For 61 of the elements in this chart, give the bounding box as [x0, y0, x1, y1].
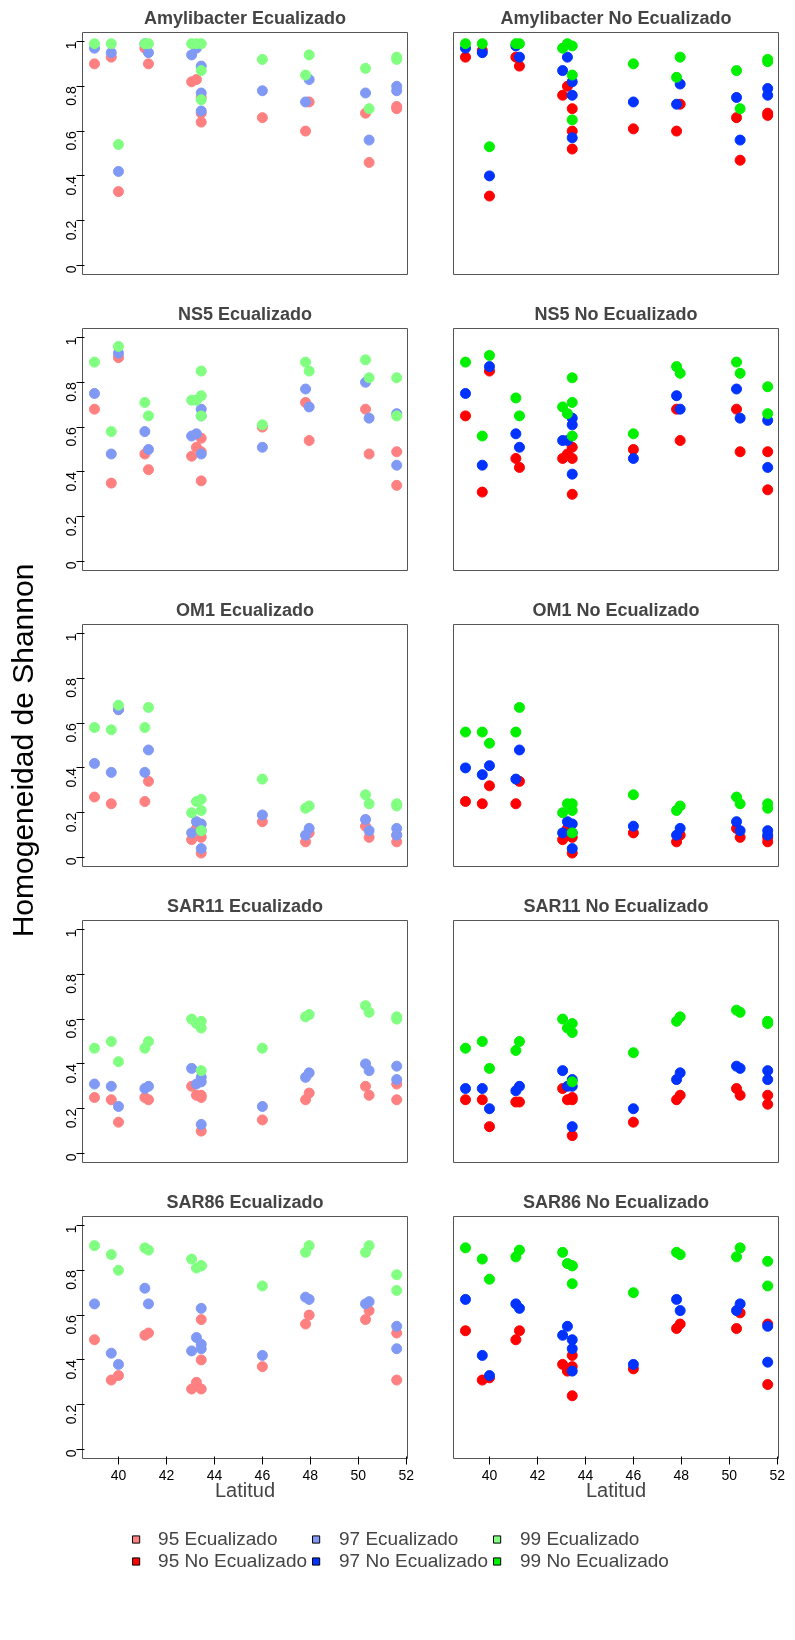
legend-label: 97 No Ecualizado [339, 1550, 488, 1572]
chart-title: NS5 No Ecualizado [534, 303, 698, 324]
y-tick-label: 1 [63, 337, 80, 346]
y-tick-label: 0.2 [63, 220, 80, 241]
y-tick-label: 0.6 [63, 426, 80, 447]
y-tick-label: 0.2 [63, 516, 80, 537]
x-tick-label: 40 [481, 1466, 498, 1483]
x-tick-label: 50 [350, 1466, 367, 1483]
x-tick-label: 48 [302, 1466, 319, 1483]
x-tick-label: 52 [769, 1466, 786, 1483]
y-tick-label: 0.8 [63, 382, 80, 402]
y-tick-label: 0.6 [63, 1314, 80, 1335]
y-tick-label: 0 [63, 561, 80, 570]
y-tick-label: 1 [63, 41, 80, 50]
y-tick-label: 0.2 [63, 1108, 80, 1129]
x-tick-label: 46 [254, 1466, 271, 1483]
x-tick-label: 42 [529, 1466, 546, 1483]
legend-label: 95 No Ecualizado [158, 1550, 308, 1572]
chart-title: SAR86 No Ecualizado [522, 1191, 710, 1212]
y-tick-label: 0 [63, 1449, 80, 1458]
x-tick-label: 40 [110, 1466, 127, 1483]
chart-title: SAR11 No Ecualizado [523, 895, 709, 916]
y-tick-label: 1 [63, 633, 80, 642]
y-tick-label: 0.8 [63, 86, 80, 106]
chart-title: SAR86 Ecualizado [166, 1191, 324, 1212]
y-axis-title: Homogeneidad de Shannon [6, 563, 39, 938]
x-tick-label: 50 [721, 1466, 738, 1483]
y-tick-label: 0 [63, 1153, 80, 1162]
chart-title: Amylibacter Ecualizado [143, 7, 347, 28]
y-tick-label: 0.4 [63, 471, 80, 492]
y-tick-label: 0.4 [63, 175, 80, 196]
x-tick-label: 46 [625, 1466, 642, 1483]
chart-title: NS5 Ecualizado [177, 303, 313, 324]
x-tick-label: 52 [398, 1466, 415, 1483]
x-tick-label: 44 [206, 1466, 223, 1483]
x-tick-label: 42 [158, 1466, 175, 1483]
y-tick-label: 1 [63, 929, 80, 938]
y-tick-label: 0.4 [63, 1359, 80, 1380]
y-tick-label: 0.6 [63, 130, 80, 151]
y-tick-label: 0.6 [63, 722, 80, 743]
y-tick-label: 0.2 [63, 1404, 80, 1425]
chart-title: OM1 Ecualizado [175, 599, 315, 620]
chart-title: OM1 No Ecualizado [532, 599, 700, 620]
y-tick-label: 0 [63, 857, 80, 866]
y-tick-label: 0.2 [63, 812, 80, 833]
y-tick-label: 0.4 [63, 767, 80, 788]
y-tick-label: 1 [63, 1225, 80, 1234]
y-tick-label: 0.8 [63, 678, 80, 698]
y-tick-label: 0.8 [63, 1270, 80, 1290]
y-tick-label: 0 [63, 265, 80, 274]
x-tick-label: 48 [673, 1466, 690, 1483]
y-tick-label: 0.6 [63, 1018, 80, 1039]
legend-label: 99 No Ecualizado [519, 1550, 669, 1572]
legend-label: 97 Ecualizado [339, 1528, 459, 1550]
legend-label: 99 Ecualizado [519, 1528, 640, 1550]
y-tick-label: 0.4 [63, 1063, 80, 1084]
chart-title: Amylibacter No Ecualizado [500, 7, 732, 28]
x-tick-label: 44 [577, 1466, 594, 1483]
chart-title: SAR11 Ecualizado [166, 895, 324, 916]
y-tick-label: 0.8 [63, 974, 80, 994]
legend-label: 95 Ecualizado [158, 1528, 278, 1550]
